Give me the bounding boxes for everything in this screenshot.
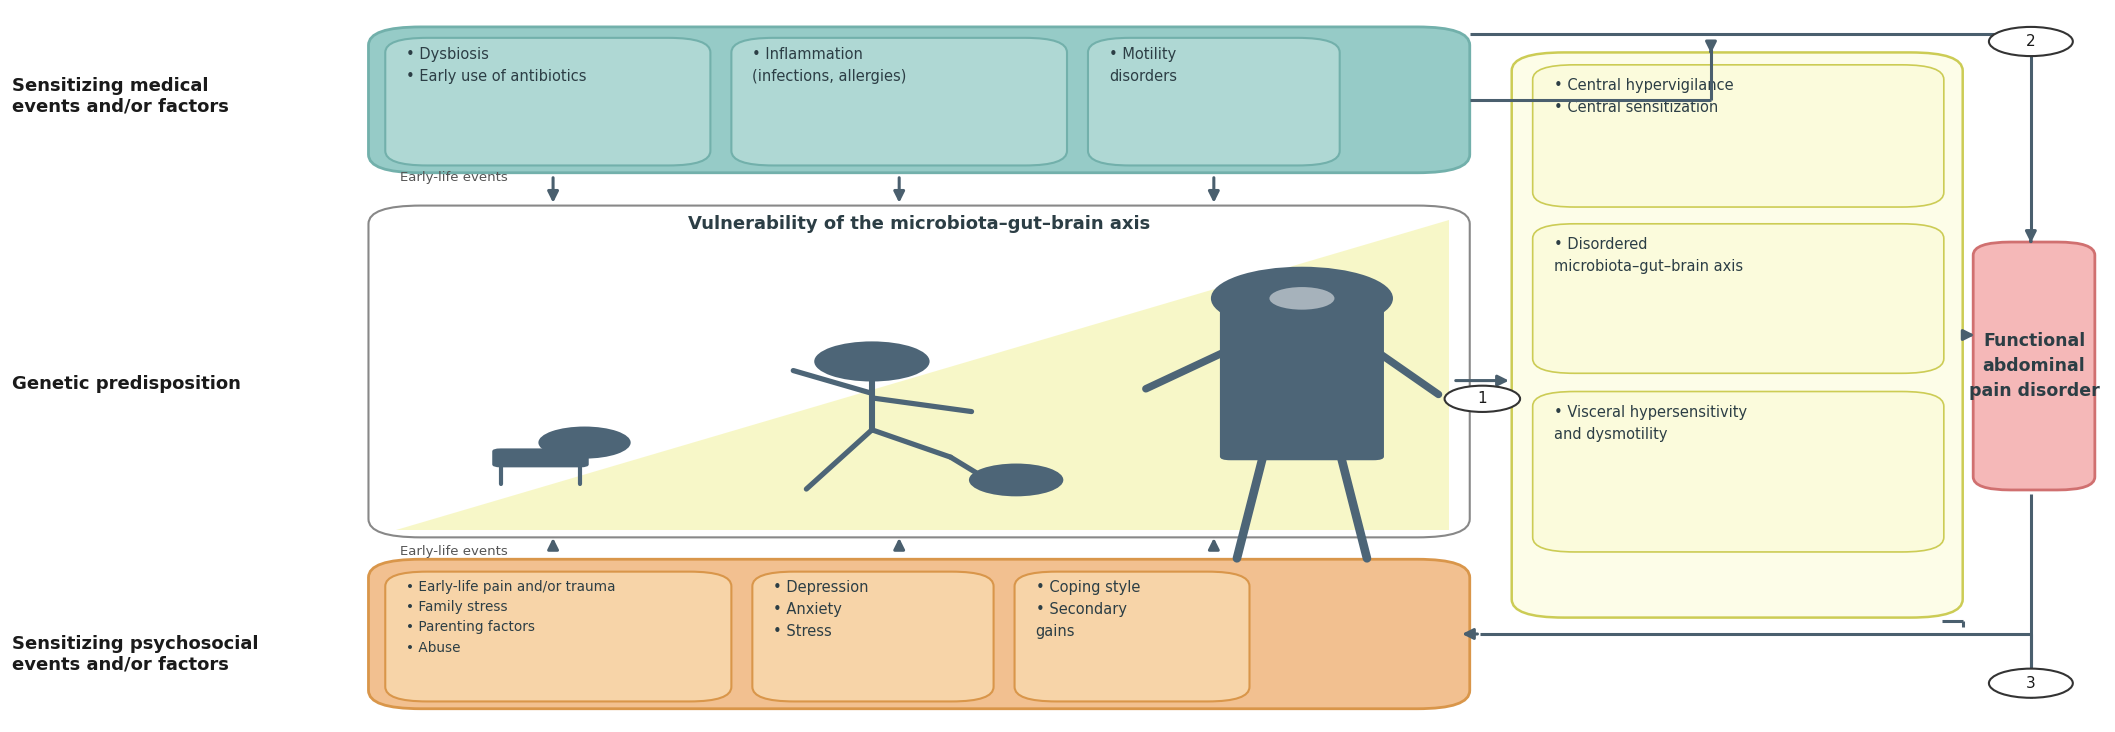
- Text: 3: 3: [2026, 676, 2037, 691]
- Text: 2: 2: [2026, 34, 2037, 49]
- FancyBboxPatch shape: [1973, 242, 2094, 490]
- Text: • Visceral hypersensitivity
and dysmotility: • Visceral hypersensitivity and dysmotil…: [1555, 405, 1747, 441]
- Text: Functional
abdominal
pain disorder: Functional abdominal pain disorder: [1969, 332, 2100, 400]
- FancyBboxPatch shape: [1220, 300, 1383, 460]
- Circle shape: [1212, 266, 1394, 330]
- Text: Early-life events: Early-life events: [400, 171, 508, 184]
- Text: • Motility
disorders: • Motility disorders: [1108, 48, 1176, 84]
- Text: Early-life events: Early-life events: [400, 545, 508, 558]
- Text: • Disordered
microbiota–gut–brain axis: • Disordered microbiota–gut–brain axis: [1555, 237, 1743, 274]
- FancyBboxPatch shape: [1087, 38, 1339, 165]
- Circle shape: [1269, 287, 1335, 310]
- Polygon shape: [396, 220, 1449, 530]
- FancyBboxPatch shape: [1015, 572, 1250, 701]
- Circle shape: [1988, 27, 2073, 56]
- FancyBboxPatch shape: [368, 27, 1470, 173]
- Circle shape: [1988, 668, 2073, 698]
- Text: • Early-life pain and/or trauma
• Family stress
• Parenting factors
• Abuse: • Early-life pain and/or trauma • Family…: [406, 580, 615, 654]
- FancyBboxPatch shape: [732, 38, 1066, 165]
- Text: Sensitizing psychosocial
events and/or factors: Sensitizing psychosocial events and/or f…: [13, 635, 258, 673]
- FancyBboxPatch shape: [1533, 392, 1944, 552]
- Text: • Inflammation
(infections, allergies): • Inflammation (infections, allergies): [753, 48, 907, 84]
- Text: Genetic predisposition: Genetic predisposition: [13, 376, 241, 393]
- Circle shape: [539, 427, 630, 459]
- Text: • Depression
• Anxiety
• Stress: • Depression • Anxiety • Stress: [774, 580, 869, 638]
- FancyBboxPatch shape: [385, 38, 711, 165]
- FancyBboxPatch shape: [1533, 65, 1944, 207]
- Circle shape: [1445, 386, 1521, 412]
- Circle shape: [969, 463, 1064, 496]
- FancyBboxPatch shape: [1533, 224, 1944, 373]
- Text: 1: 1: [1478, 392, 1487, 406]
- Text: • Central hypervigilance
• Central sensitization: • Central hypervigilance • Central sensi…: [1555, 78, 1734, 115]
- FancyBboxPatch shape: [368, 559, 1470, 709]
- FancyBboxPatch shape: [753, 572, 994, 701]
- Text: Sensitizing medical
events and/or factors: Sensitizing medical events and/or factor…: [13, 77, 228, 116]
- FancyBboxPatch shape: [1512, 53, 1963, 618]
- FancyBboxPatch shape: [493, 449, 588, 467]
- Circle shape: [814, 341, 931, 381]
- Text: Vulnerability of the microbiota–gut–brain axis: Vulnerability of the microbiota–gut–brai…: [687, 214, 1151, 233]
- FancyBboxPatch shape: [368, 206, 1470, 537]
- Text: • Coping style
• Secondary
gains: • Coping style • Secondary gains: [1036, 580, 1140, 638]
- Text: • Dysbiosis
• Early use of antibiotics: • Dysbiosis • Early use of antibiotics: [406, 48, 586, 84]
- FancyBboxPatch shape: [385, 572, 732, 701]
